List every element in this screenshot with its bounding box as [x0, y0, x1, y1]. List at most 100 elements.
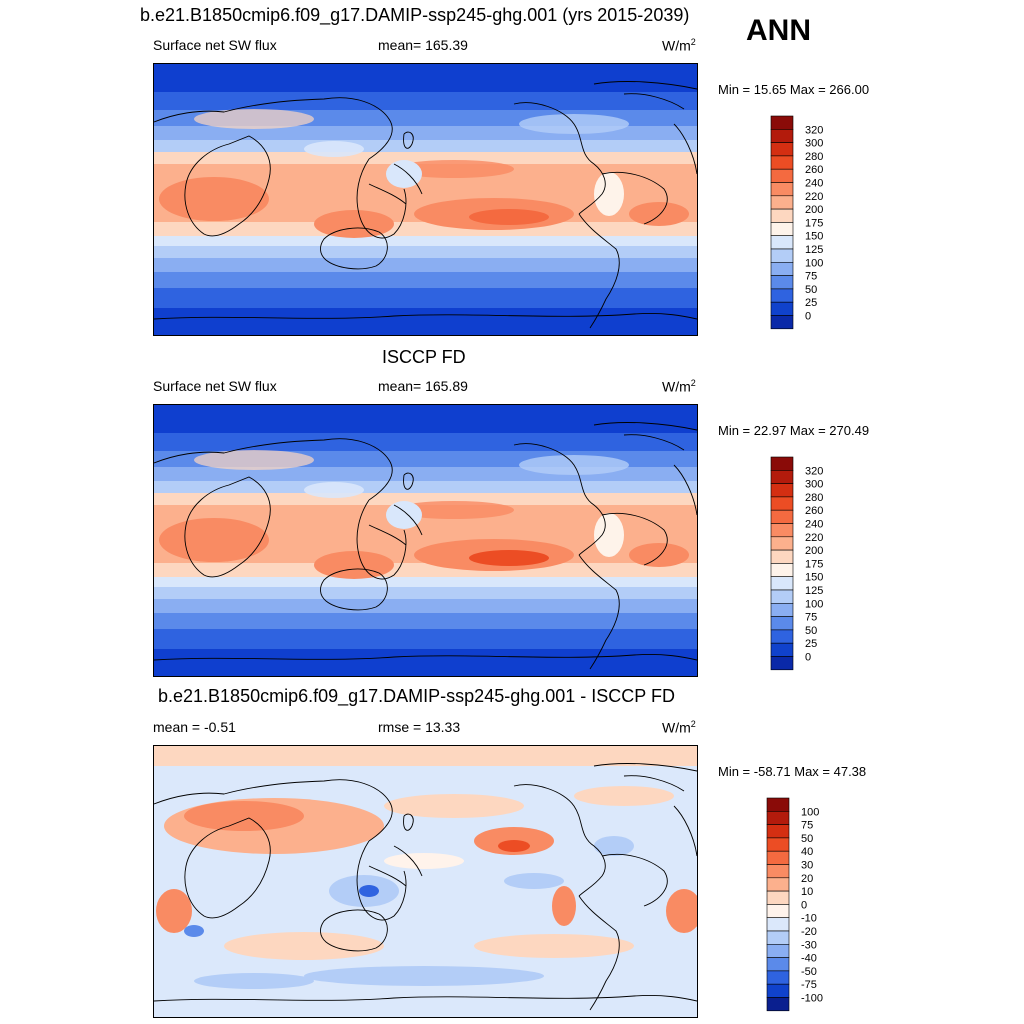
field-band — [154, 481, 697, 493]
field-band — [154, 577, 697, 587]
field-patch — [156, 889, 192, 933]
colorbar-swatch — [766, 877, 790, 892]
field-patch — [194, 450, 314, 470]
field-patch — [384, 794, 524, 818]
colorbar-tick-label: 20 — [801, 873, 813, 885]
colorbar-tick-label: 0 — [805, 311, 811, 323]
colorbar-swatch — [770, 222, 794, 237]
colorbar-swatch — [766, 824, 790, 839]
coastline — [403, 813, 414, 831]
colorbar-swatch — [770, 301, 794, 316]
field-band — [154, 587, 697, 599]
coastline — [593, 763, 697, 792]
colorbar-swatch — [770, 642, 794, 657]
coastline — [368, 163, 423, 205]
panel-2-map — [153, 404, 698, 677]
field-band — [154, 92, 697, 110]
panel-2-mean-label: mean= 165.89 — [378, 378, 468, 394]
colorbar-tick-label: 280 — [805, 151, 823, 163]
field-patch — [629, 543, 689, 567]
colorbar-tick-label: 75 — [801, 820, 813, 832]
field-patch — [498, 840, 530, 852]
field-band — [154, 308, 697, 335]
coastline — [154, 438, 393, 501]
coastline — [184, 476, 271, 578]
colorbar-swatch — [770, 616, 794, 631]
field-patch — [594, 172, 624, 216]
colorbar-swatch — [770, 195, 794, 210]
colorbar-tick-label: 75 — [805, 612, 817, 624]
colorbar-swatch — [770, 182, 794, 197]
colorbar-tick-label: 100 — [805, 598, 823, 610]
field-band — [154, 563, 697, 577]
colorbar-tick-label: 260 — [805, 505, 823, 517]
field-band — [154, 405, 697, 433]
colorbar-tick-label: -10 — [801, 913, 817, 925]
field-band — [154, 272, 697, 288]
colorbar-tick-label: 175 — [805, 558, 823, 570]
colorbar-swatch — [770, 275, 794, 290]
field-band — [154, 246, 697, 258]
colorbar-swatch — [770, 576, 794, 591]
field-band — [154, 599, 697, 613]
colorbar-swatch — [770, 142, 794, 157]
panel-3-rmse-label: rmse = 13.33 — [378, 719, 461, 735]
colorbar-swatch — [770, 523, 794, 538]
colorbar-swatch — [766, 864, 790, 879]
field-patch — [159, 177, 269, 221]
field-patch — [469, 209, 549, 225]
field-band — [154, 746, 697, 766]
field-patch — [184, 801, 304, 831]
colorbar-tick-label: 100 — [801, 806, 819, 818]
colorbar-tick-label: 75 — [805, 271, 817, 283]
colorbar-tick-label: 150 — [805, 231, 823, 243]
colorbar-swatch — [766, 797, 790, 812]
field-patch — [574, 786, 674, 806]
field-band — [154, 236, 697, 246]
panel-1-colorbar: 320 300 280 260 240 220 200 175 150 125 100 75 50 25 0 — [770, 115, 851, 330]
colorbar-tick-label: 150 — [805, 572, 823, 584]
panel-2-title: ISCCP FD — [382, 347, 466, 367]
coastline — [154, 654, 697, 661]
colorbar-tick-label: -20 — [801, 926, 817, 938]
coastline — [320, 568, 388, 611]
coastline — [154, 779, 393, 842]
coastline — [513, 784, 606, 897]
colorbar-swatch — [770, 115, 794, 130]
panel-1-left-label: Surface net SW flux — [153, 37, 277, 53]
colorbar-swatch — [770, 629, 794, 644]
season-label: ANN — [746, 14, 811, 47]
coastline — [320, 909, 388, 952]
panel-3-colorbar: 100 75 50 40 30 20 10 0 -10 -20 -30 -40 -50 -75 -100 — [766, 797, 847, 1012]
colorbar-tick-label: 40 — [801, 846, 813, 858]
panel-2-colorbar: 320 300 280 260 240 220 200 175 150 125 100 75 50 25 0 — [770, 456, 851, 671]
panel-1-minmax: Min = 15.65 Max = 266.00 — [718, 82, 870, 97]
field-patch — [552, 886, 576, 926]
coastline — [601, 512, 668, 566]
colorbar-tick-label: 50 — [805, 625, 817, 637]
panel-1-unit: W/m2 — [662, 37, 696, 54]
colorbar-tick-label: 300 — [805, 138, 823, 150]
coastline — [593, 422, 697, 451]
colorbar-swatch — [766, 917, 790, 932]
panel-2-unit: W/m2 — [662, 378, 696, 395]
colorbar-swatch — [770, 155, 794, 170]
colorbar-swatch — [770, 208, 794, 223]
field-patch — [224, 932, 384, 960]
colorbar-swatch — [770, 509, 794, 524]
colorbar-tick-label: 240 — [805, 178, 823, 190]
coastline — [593, 81, 697, 110]
field-patch — [629, 202, 689, 226]
field-patch — [594, 836, 634, 856]
colorbar-tick-label: 10 — [801, 886, 813, 898]
colorbar-tick-label: 240 — [805, 519, 823, 531]
colorbar-swatch — [770, 536, 794, 551]
colorbar-tick-label: -100 — [801, 993, 823, 1005]
colorbar-swatch — [770, 456, 794, 471]
colorbar-swatch — [770, 563, 794, 578]
coastline — [368, 845, 423, 887]
field-band — [154, 258, 697, 272]
colorbar-tick-label: 300 — [805, 479, 823, 491]
colorbar-tick-label: 220 — [805, 532, 823, 544]
coastline — [601, 171, 668, 225]
